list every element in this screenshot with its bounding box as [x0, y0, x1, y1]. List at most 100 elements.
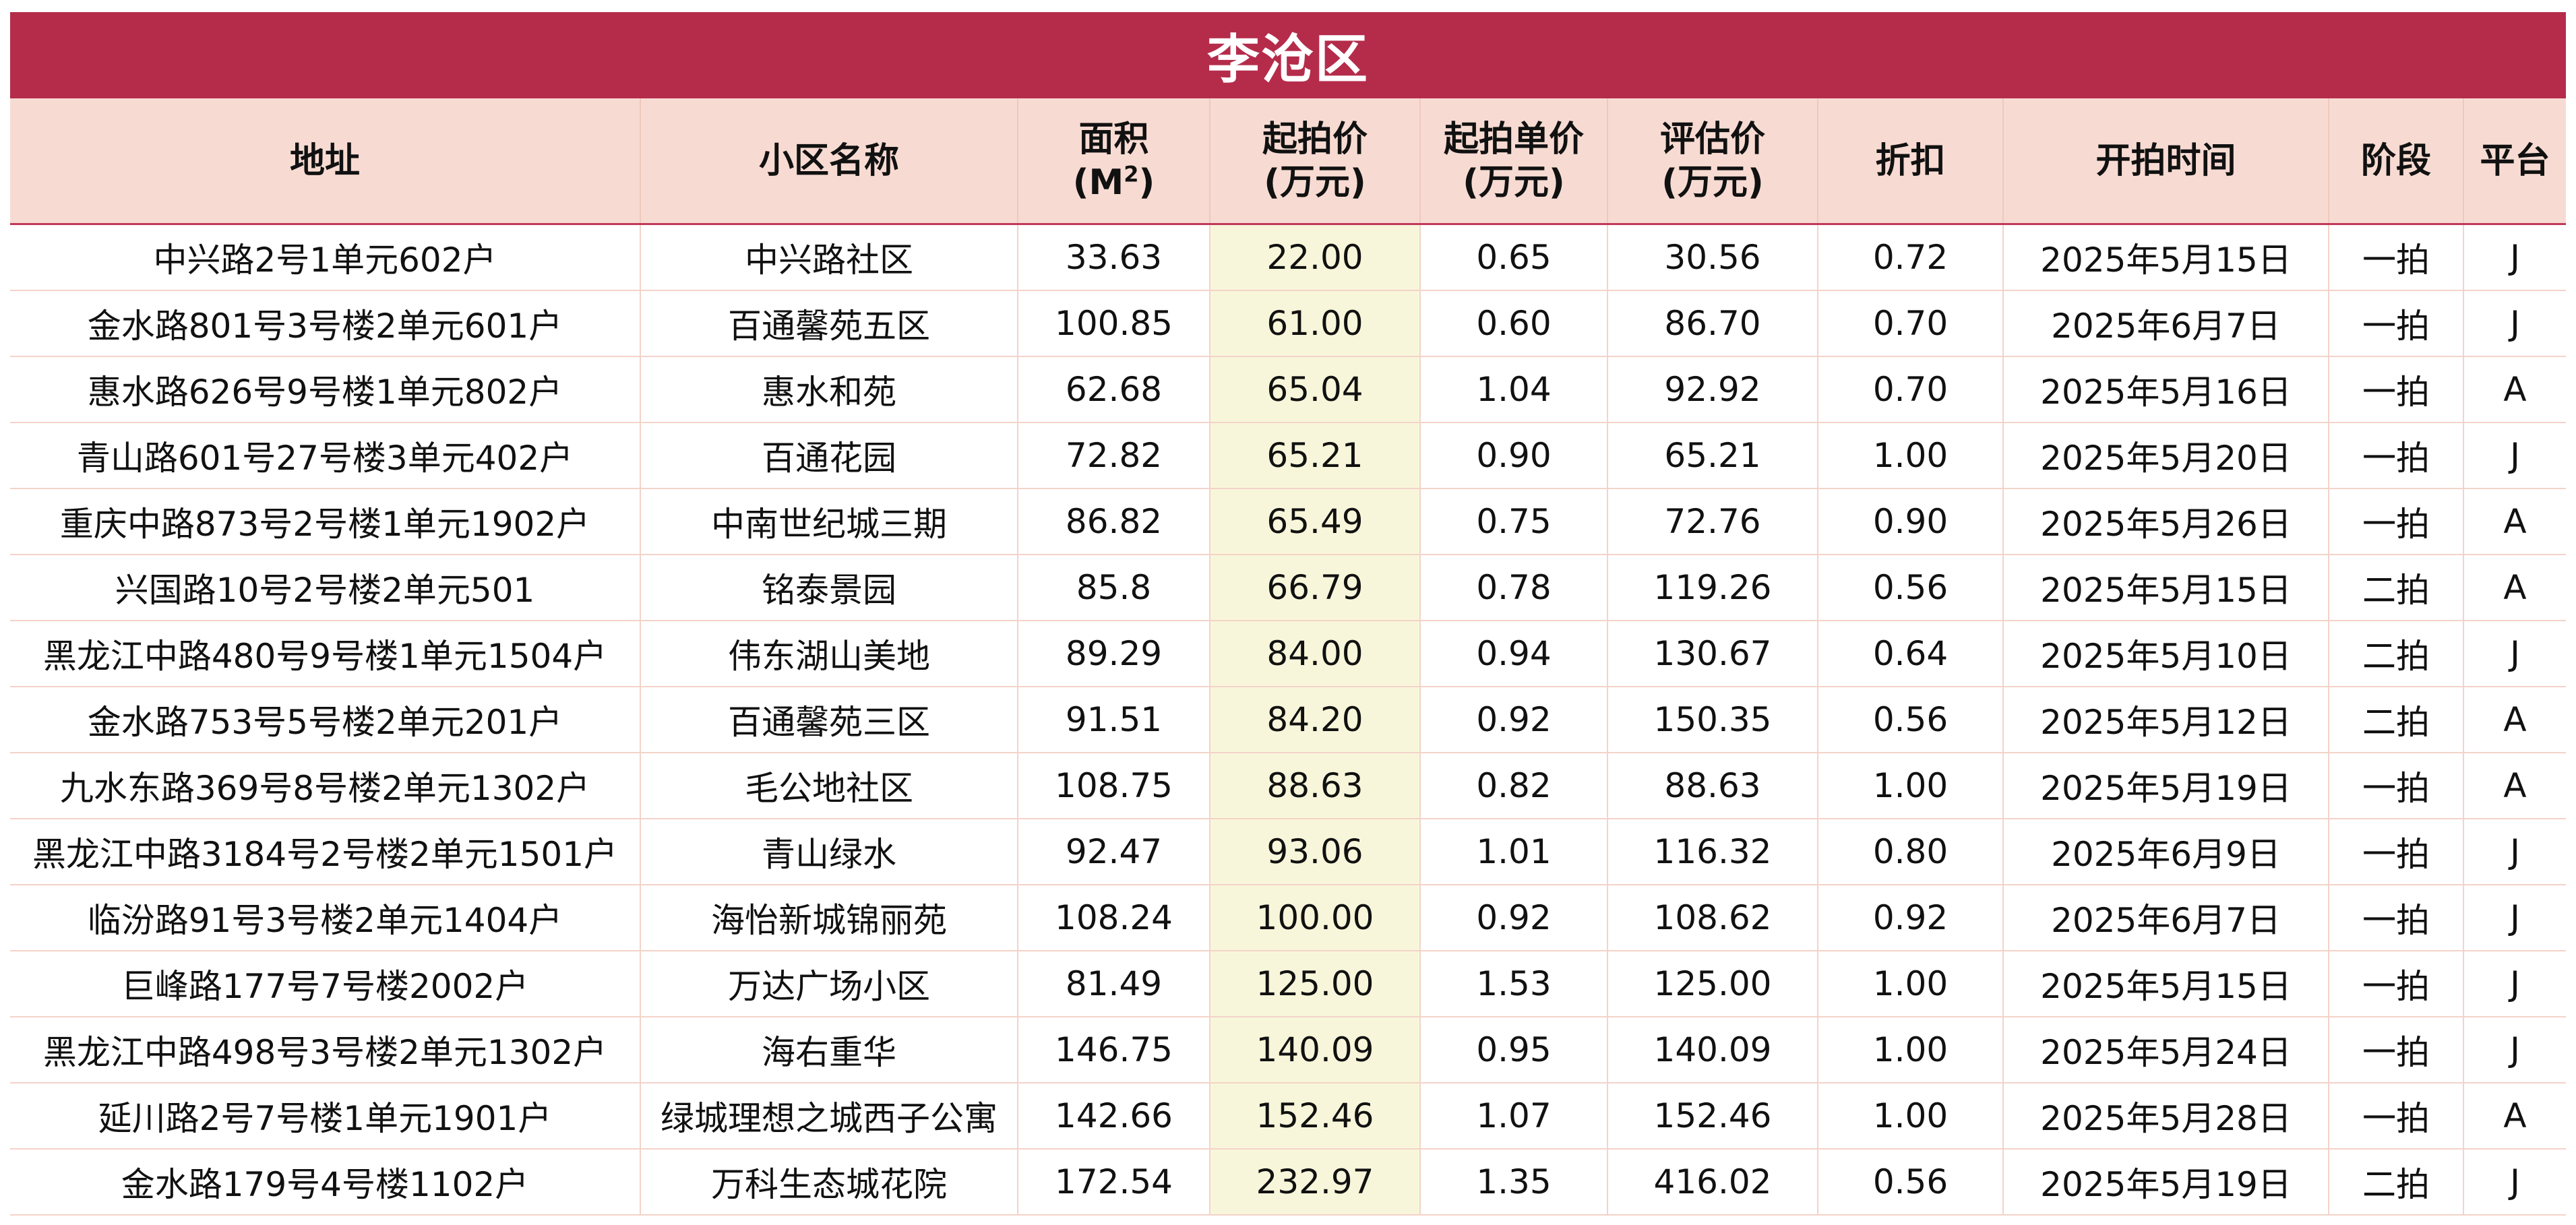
cell-appraisal: 65.21: [1607, 422, 1818, 489]
cell-discount: 1.00: [1818, 1017, 2004, 1083]
header-row: 地址 小区名称 面积 (M2) 起拍价 (万元) 起拍单价 (万元) 评估价 (…: [10, 98, 2566, 225]
cell-address: 中兴路2号1单元602户: [10, 224, 641, 291]
cell-stage: 一拍: [2329, 1017, 2464, 1083]
header-appraisal-line2: (万元): [1661, 162, 1764, 203]
cell-appraisal: 119.26: [1607, 555, 1818, 621]
cell-platform: J: [2463, 819, 2566, 885]
header-appraisal-line1: 评估价: [1659, 119, 1765, 160]
cell-start-time: 2025年5月19日: [2003, 1149, 2329, 1216]
table-body: 中兴路2号1单元602户 中兴路社区 33.63 22.00 0.65 30.56 0.72…: [10, 224, 2566, 1216]
header-unit-price-line2: (万元): [1463, 162, 1565, 203]
cell-start-price: 65.04: [1210, 356, 1421, 423]
cell-platform: J: [2463, 1017, 2566, 1083]
cell-community: 铭泰景园: [640, 555, 1018, 621]
cell-community: 海右重华: [640, 1017, 1018, 1083]
cell-unit-price: 1.35: [1420, 1149, 1608, 1216]
cell-platform: A: [2463, 1083, 2566, 1150]
cell-stage: 一拍: [2329, 224, 2464, 291]
cell-area: 91.51: [1018, 687, 1210, 753]
cell-discount: 0.56: [1818, 1149, 2004, 1216]
cell-community: 中南世纪城三期: [640, 489, 1018, 555]
cell-appraisal: 140.09: [1607, 1017, 1818, 1083]
cell-discount: 0.70: [1818, 290, 2004, 357]
header-platform: 平台: [2463, 98, 2566, 225]
cell-community: 百通馨苑五区: [640, 290, 1018, 357]
cell-platform: A: [2463, 489, 2566, 555]
cell-start-price: 140.09: [1210, 1017, 1421, 1083]
cell-community: 万达广场小区: [640, 951, 1018, 1017]
cell-stage: 一拍: [2329, 885, 2464, 951]
table-row: 临汾路91号3号楼2单元1404户 海怡新城锦丽苑 108.24 100.00 0.92…: [10, 885, 2566, 951]
cell-unit-price: 0.75: [1420, 489, 1608, 555]
cell-start-price: 84.20: [1210, 687, 1421, 753]
cell-stage: 一拍: [2329, 753, 2464, 819]
cell-unit-price: 1.04: [1420, 356, 1608, 423]
cell-start-price: 125.00: [1210, 951, 1421, 1017]
cell-stage: 一拍: [2329, 422, 2464, 489]
cell-start-time: 2025年5月15日: [2003, 951, 2329, 1017]
table-row: 中兴路2号1单元602户 中兴路社区 33.63 22.00 0.65 30.56 0.72…: [10, 224, 2566, 291]
table-row: 金水路801号3号楼2单元601户 百通馨苑五区 100.85 61.00 0.60 86…: [10, 290, 2566, 357]
cell-discount: 0.90: [1818, 489, 2004, 555]
cell-appraisal: 30.56: [1607, 224, 1818, 291]
district-title: 李沧区: [10, 12, 2566, 98]
cell-discount: 0.92: [1818, 885, 2004, 951]
cell-appraisal: 130.67: [1607, 621, 1818, 687]
header-area-line2: (M2): [1018, 161, 1209, 204]
cell-area: 100.85: [1018, 290, 1210, 357]
header-unit-price: 起拍单价 (万元): [1420, 98, 1608, 225]
header-start-price-line1: 起拍价: [1262, 119, 1368, 160]
cell-address: 兴国路10号2号楼2单元501: [10, 555, 641, 621]
cell-discount: 1.00: [1818, 753, 2004, 819]
cell-appraisal: 86.70: [1607, 290, 1818, 357]
cell-address: 延川路2号7号楼1单元1901户: [10, 1083, 641, 1150]
table-row: 重庆中路873号2号楼1单元1902户 中南世纪城三期 86.82 65.49 0.75…: [10, 489, 2566, 555]
table-row: 黑龙江中路498号3号楼2单元1302户 海右重华 146.75 140.09 0.95…: [10, 1017, 2566, 1083]
cell-area: 86.82: [1018, 489, 1210, 555]
cell-start-price: 88.63: [1210, 753, 1421, 819]
cell-start-time: 2025年5月19日: [2003, 753, 2329, 819]
cell-start-price: 61.00: [1210, 290, 1421, 357]
cell-appraisal: 152.46: [1607, 1083, 1818, 1150]
cell-community: 百通花园: [640, 422, 1018, 489]
cell-stage: 一拍: [2329, 290, 2464, 357]
auction-listing-table: 地址 小区名称 面积 (M2) 起拍价 (万元) 起拍单价 (万元) 评估价 (…: [10, 98, 2566, 1216]
cell-appraisal: 88.63: [1607, 753, 1818, 819]
cell-community: 惠水和苑: [640, 356, 1018, 423]
header-address: 地址: [10, 98, 641, 225]
cell-stage: 一拍: [2329, 356, 2464, 423]
cell-unit-price: 0.95: [1420, 1017, 1608, 1083]
cell-start-price: 65.21: [1210, 422, 1421, 489]
header-area-line1: 面积: [1078, 119, 1149, 160]
header-unit-price-line1: 起拍单价: [1443, 119, 1584, 160]
cell-community: 中兴路社区: [640, 224, 1018, 291]
cell-stage: 二拍: [2329, 1149, 2464, 1216]
cell-community: 海怡新城锦丽苑: [640, 885, 1018, 951]
cell-start-price: 100.00: [1210, 885, 1421, 951]
cell-start-time: 2025年5月12日: [2003, 687, 2329, 753]
header-area-superscript: 2: [1124, 161, 1139, 187]
cell-discount: 1.00: [1818, 422, 2004, 489]
cell-area: 33.63: [1018, 224, 1210, 291]
cell-platform: A: [2463, 356, 2566, 423]
cell-community: 伟东湖山美地: [640, 621, 1018, 687]
cell-appraisal: 108.62: [1607, 885, 1818, 951]
cell-area: 81.49: [1018, 951, 1210, 1017]
cell-community: 毛公地社区: [640, 753, 1018, 819]
cell-unit-price: 0.94: [1420, 621, 1608, 687]
cell-start-time: 2025年6月7日: [2003, 290, 2329, 357]
cell-address: 黑龙江中路3184号2号楼2单元1501户: [10, 819, 641, 885]
cell-appraisal: 72.76: [1607, 489, 1818, 555]
cell-area: 142.66: [1018, 1083, 1210, 1150]
cell-discount: 0.64: [1818, 621, 2004, 687]
cell-start-time: 2025年6月9日: [2003, 819, 2329, 885]
cell-address: 重庆中路873号2号楼1单元1902户: [10, 489, 641, 555]
table-row: 九水东路369号8号楼2单元1302户 毛公地社区 108.75 88.63 0.82 8…: [10, 753, 2566, 819]
cell-start-time: 2025年5月24日: [2003, 1017, 2329, 1083]
table-row: 惠水路626号9号楼1单元802户 惠水和苑 62.68 65.04 1.04 92.92…: [10, 356, 2566, 423]
table-header: 地址 小区名称 面积 (M2) 起拍价 (万元) 起拍单价 (万元) 评估价 (…: [10, 98, 2566, 225]
cell-platform: J: [2463, 1149, 2566, 1216]
cell-address: 巨峰路177号7号楼2002户: [10, 951, 641, 1017]
table-row: 兴国路10号2号楼2单元501 铭泰景园 85.8 66.79 0.78 119.26 0.…: [10, 555, 2566, 621]
cell-area: 62.68: [1018, 356, 1210, 423]
